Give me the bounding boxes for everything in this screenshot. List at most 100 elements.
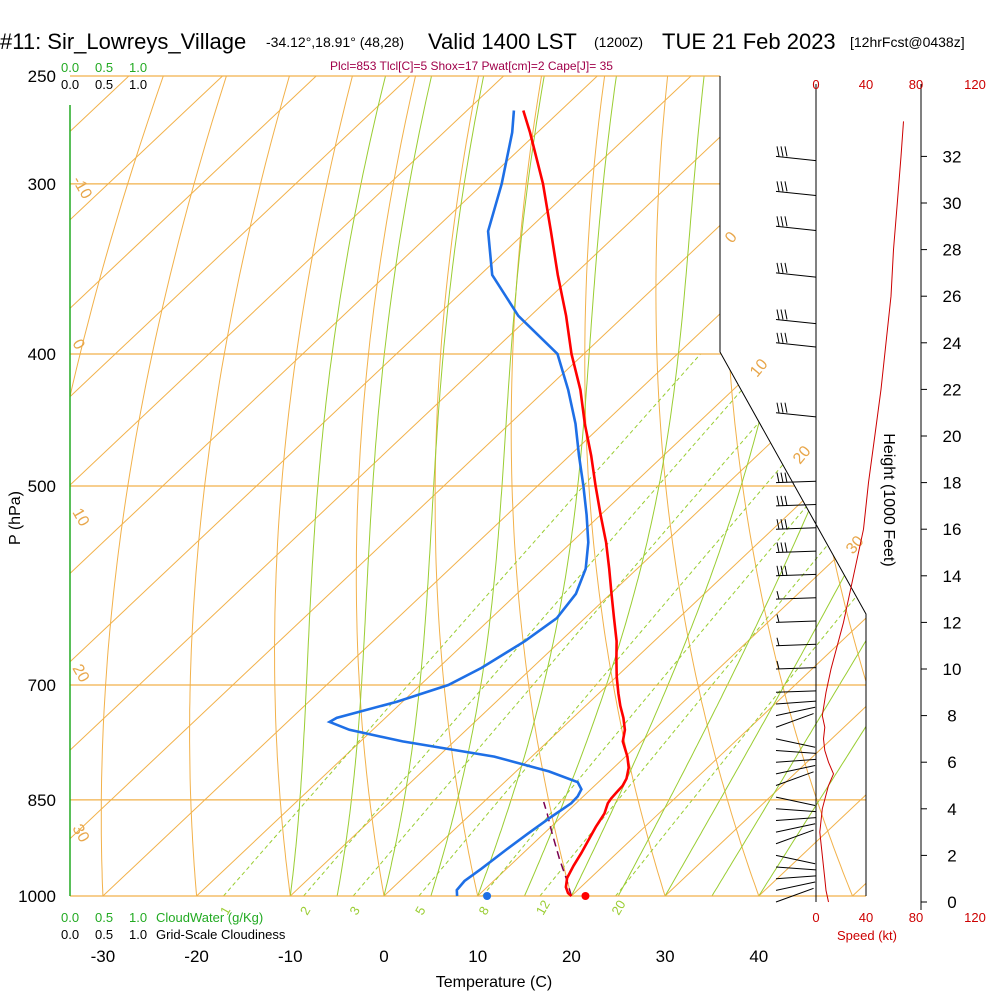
pressure-tick-label: 500 xyxy=(28,477,56,496)
wind-barb-staff xyxy=(775,597,816,600)
surface-temperature-dot xyxy=(581,892,590,900)
wind-barb-feather xyxy=(780,495,784,506)
speed-tick-label-top: 0 xyxy=(812,77,819,92)
wind-barb-feather xyxy=(776,637,780,646)
wind-barb-feather xyxy=(784,495,788,506)
cloudiness-label: Grid-Scale Cloudiness xyxy=(156,927,286,942)
dry-adiabat xyxy=(273,76,353,896)
wind-barb-feather xyxy=(784,146,788,157)
height-tick-label: 14 xyxy=(943,567,962,586)
wind-barb xyxy=(775,796,816,806)
zulu-time: (1200Z) xyxy=(594,34,643,50)
moist-adiabat xyxy=(524,76,705,896)
wind-barb-feather xyxy=(776,332,780,343)
wind-barb-feather xyxy=(776,660,780,670)
cloud-scale-top: 0.0 0.5 1.0 0.0 0.5 1.0 xyxy=(61,60,147,92)
mixing-ratio-line xyxy=(482,353,866,896)
moist-adiabat xyxy=(383,76,485,896)
isotherm-line xyxy=(70,76,504,896)
wind-barb xyxy=(775,817,816,821)
wind-barb-feather xyxy=(776,309,780,320)
wind-barb xyxy=(775,750,816,754)
pressure-tick-label: 1000 xyxy=(18,887,56,906)
wind-barb-feather xyxy=(784,181,788,192)
moist-adiabat xyxy=(336,76,432,896)
mixing-ratio-label: 8 xyxy=(475,904,492,918)
cloudwater-label: CloudWater (g/Kg) xyxy=(156,910,263,925)
wind-barb-feather xyxy=(784,332,788,343)
dry-adiabat xyxy=(855,76,866,896)
mixing-ratio-line xyxy=(539,353,866,896)
wind-barb xyxy=(775,823,816,833)
height-tick-label: 20 xyxy=(943,427,962,446)
wind-barb xyxy=(775,495,816,507)
wind-barb xyxy=(775,758,816,763)
wind-barb xyxy=(775,262,816,278)
wind-barb xyxy=(775,146,816,162)
height-tick-label: 18 xyxy=(943,474,962,493)
wind-barb-staff xyxy=(775,881,816,891)
dry-adiabat xyxy=(100,76,227,896)
isotherm-label-left: 30 xyxy=(69,822,93,846)
station-coords: -34.12°,18.91° (48,28) xyxy=(266,34,404,50)
wind-barb xyxy=(775,854,816,865)
wind-barb-staff xyxy=(775,527,816,530)
pressure-tick-label: 700 xyxy=(28,676,56,695)
x-axis-title: Temperature (C) xyxy=(436,974,552,991)
wind-barb-feather xyxy=(776,519,780,530)
wind-barb-feather xyxy=(780,332,784,343)
wind-barb xyxy=(775,590,816,600)
wind-barb-staff xyxy=(775,771,814,786)
isotherm-line xyxy=(70,76,411,896)
isotherm-label-left: 0 xyxy=(69,337,88,353)
speed-tick-label-top: 120 xyxy=(964,77,986,92)
height-tick-label: 2 xyxy=(947,846,956,865)
height-axis-title: Height (1000 Feet) xyxy=(880,433,897,566)
wind-barb-feather xyxy=(776,542,780,553)
wind-barb-feather xyxy=(776,181,780,192)
isotherm-label-right: 30 xyxy=(843,533,868,558)
wind-barb-feather xyxy=(784,402,788,413)
wind-barb-feather xyxy=(784,542,788,553)
dewpoint-line xyxy=(326,110,590,897)
wind-barb-staff xyxy=(775,808,816,813)
wind-barb-staff xyxy=(775,700,816,705)
moist-adiabat xyxy=(664,76,866,896)
wind-barb xyxy=(775,660,816,670)
wind-barb-feather xyxy=(784,519,788,530)
cloudiness-tick-bot-1: 0.5 xyxy=(95,927,113,942)
cloud-scale-bottom: 0.0 0.5 1.0 CloudWater (g/Kg) 0.0 0.5 1.… xyxy=(61,910,286,942)
wind-barb-feather xyxy=(776,472,780,483)
cloudiness-tick-top-2: 1.0 xyxy=(129,77,147,92)
wind-barb xyxy=(775,700,816,705)
wind-barb xyxy=(775,881,816,891)
dry-adiabat xyxy=(791,76,866,896)
height-tick-label: 32 xyxy=(943,147,962,166)
moist-adiabat xyxy=(758,76,866,896)
x-tick-label: 40 xyxy=(749,947,768,966)
wind-barb-staff xyxy=(775,887,814,903)
wind-barb-staff xyxy=(775,758,816,763)
isotherm-label-right: 0 xyxy=(722,229,741,247)
height-tick-label: 24 xyxy=(943,334,962,353)
wind-barb-staff xyxy=(775,750,816,754)
pressure-tick-label: 250 xyxy=(28,67,56,86)
wind-barb-staff xyxy=(775,480,816,484)
wind-barb-feather xyxy=(776,262,780,273)
wind-barb xyxy=(775,829,814,845)
wind-barb-staff xyxy=(775,319,816,325)
surface-dewpoint-dot xyxy=(483,892,492,900)
dry-adiabat xyxy=(983,76,1000,896)
moist-adiabat xyxy=(617,76,866,896)
station-title: #11: Sir_Lowreys_Village xyxy=(0,29,246,54)
wind-barb xyxy=(775,181,816,197)
mixing-ratio-label: 5 xyxy=(412,904,429,918)
wind-barb xyxy=(775,690,816,693)
wind-barb-feather xyxy=(776,495,780,506)
wind-barb-feather xyxy=(776,565,780,576)
wind-barb xyxy=(775,332,816,348)
plot-border-right xyxy=(719,76,867,896)
wind-barb-feather xyxy=(784,216,788,227)
wind-barb-staff xyxy=(775,667,816,670)
